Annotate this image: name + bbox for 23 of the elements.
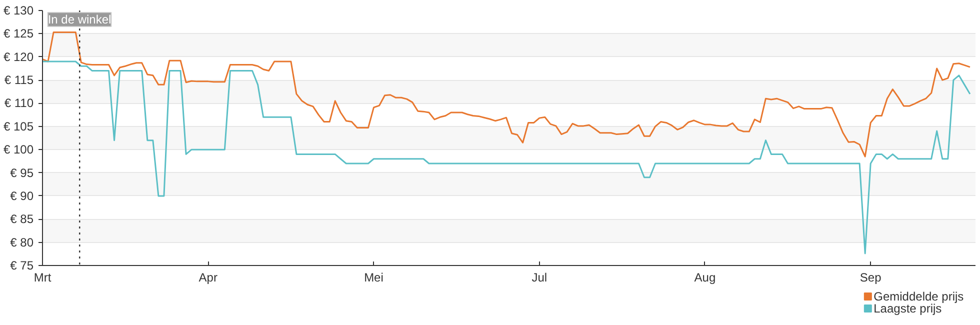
- line-series: [42, 32, 971, 158]
- line-series: [42, 60, 971, 254]
- x-tick-label: Mrt: [34, 270, 52, 284]
- y-tick-label: € 80: [10, 235, 34, 250]
- y-tick-label: € 85: [10, 212, 34, 226]
- y-tick-label: € 95: [10, 166, 34, 180]
- annotation: In de winkel: [48, 12, 112, 26]
- y-tick-label: € 115: [4, 73, 34, 88]
- x-tick-label: Jul: [532, 270, 548, 284]
- x-tick-label: Mei: [364, 270, 384, 284]
- legend-label: Laagste prijs: [874, 302, 942, 316]
- y-tick-label: € 120: [3, 50, 34, 64]
- y-tick-label: € 105: [3, 119, 34, 134]
- x-tick-label: Sep: [860, 270, 882, 284]
- x-tick-label: Apr: [198, 270, 218, 284]
- y-tick-label: € 130: [3, 4, 34, 18]
- y-tick-label: € 100: [3, 142, 34, 157]
- y-tick-label: € 90: [10, 188, 34, 203]
- legend-label: Gemiddelde prijs: [874, 290, 964, 304]
- y-tick-label: € 75: [10, 258, 34, 272]
- y-tick-label: € 110: [4, 96, 34, 110]
- x-tick-label: Aug: [694, 270, 716, 284]
- y-tick-label: € 125: [3, 26, 34, 41]
